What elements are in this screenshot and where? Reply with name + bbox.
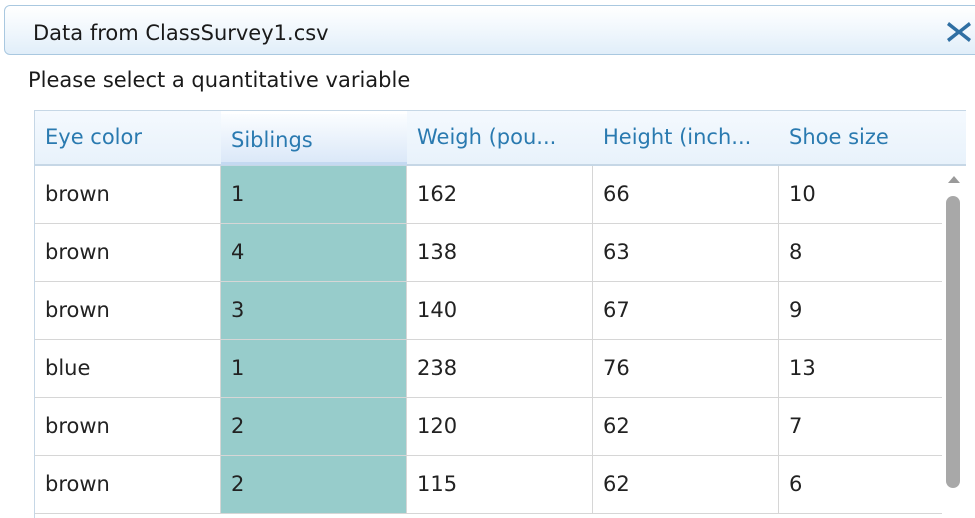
close-icon[interactable] xyxy=(944,18,974,46)
table-cell: 2 xyxy=(221,456,407,513)
instruction-text: Please select a quantitative variable xyxy=(28,68,411,92)
table-cell: brown xyxy=(35,282,221,339)
table-cell: 3 xyxy=(221,282,407,339)
table-cell: 2 xyxy=(221,398,407,455)
table-cell: brown xyxy=(35,456,221,513)
table-cell: 62 xyxy=(593,456,779,513)
table-cell: 1 xyxy=(221,340,407,397)
table-row[interactable]: blue 1 238 76 13 xyxy=(35,340,942,398)
table-cell: 4 xyxy=(221,224,407,281)
table-cell: 67 xyxy=(593,282,779,339)
vertical-scrollbar[interactable] xyxy=(942,166,966,518)
table-cell: 63 xyxy=(593,224,779,281)
column-header-weight[interactable]: Weigh (pou... xyxy=(417,125,557,149)
table-cell: 6 xyxy=(789,472,803,496)
dialog-title: Data from ClassSurvey1.csv xyxy=(33,21,329,45)
table-cell: 13 xyxy=(789,356,816,380)
table-cell: 66 xyxy=(593,166,779,223)
table-cell: 7 xyxy=(789,414,803,438)
dialog-titlebar: Data from ClassSurvey1.csv xyxy=(4,5,975,55)
column-header-shoe-size[interactable]: Shoe size xyxy=(789,125,889,149)
table-cell: 162 xyxy=(407,166,593,223)
table-cell: 62 xyxy=(593,398,779,455)
table-row[interactable]: brown 2 120 62 7 xyxy=(35,398,942,456)
table-cell: 8 xyxy=(789,240,803,264)
table-cell: brown xyxy=(35,398,221,455)
table-cell: 10 xyxy=(789,182,816,206)
table-cell: 1 xyxy=(221,166,407,223)
scroll-up-arrow-icon[interactable] xyxy=(948,176,960,183)
table-cell: 138 xyxy=(407,224,593,281)
table-row[interactable]: brown 2 115 62 6 xyxy=(35,456,942,514)
table-cell: 76 xyxy=(593,340,779,397)
table-row[interactable]: brown 1 162 66 10 xyxy=(35,166,942,224)
table-cell: 9 xyxy=(789,298,803,322)
table-cell: brown xyxy=(35,224,221,281)
table-cell: blue xyxy=(35,340,221,397)
table-row[interactable]: brown 4 138 63 8 xyxy=(35,224,942,282)
table-cell: 120 xyxy=(407,398,593,455)
table-cell: 115 xyxy=(407,456,593,513)
table-cell: 140 xyxy=(407,282,593,339)
table-cell: 238 xyxy=(407,340,593,397)
table-row[interactable]: brown 3 140 67 9 xyxy=(35,282,942,340)
scrollbar-thumb[interactable] xyxy=(946,196,960,488)
table-header-row: Eye color Siblings Weigh (pou... Height … xyxy=(35,110,966,166)
data-table: Eye color Siblings Weigh (pou... Height … xyxy=(34,110,967,518)
column-header-siblings[interactable]: Siblings xyxy=(221,111,407,165)
column-header-eye-color[interactable]: Eye color xyxy=(45,125,143,149)
column-header-height[interactable]: Height (inch... xyxy=(603,125,752,149)
table-cell: brown xyxy=(35,166,221,223)
